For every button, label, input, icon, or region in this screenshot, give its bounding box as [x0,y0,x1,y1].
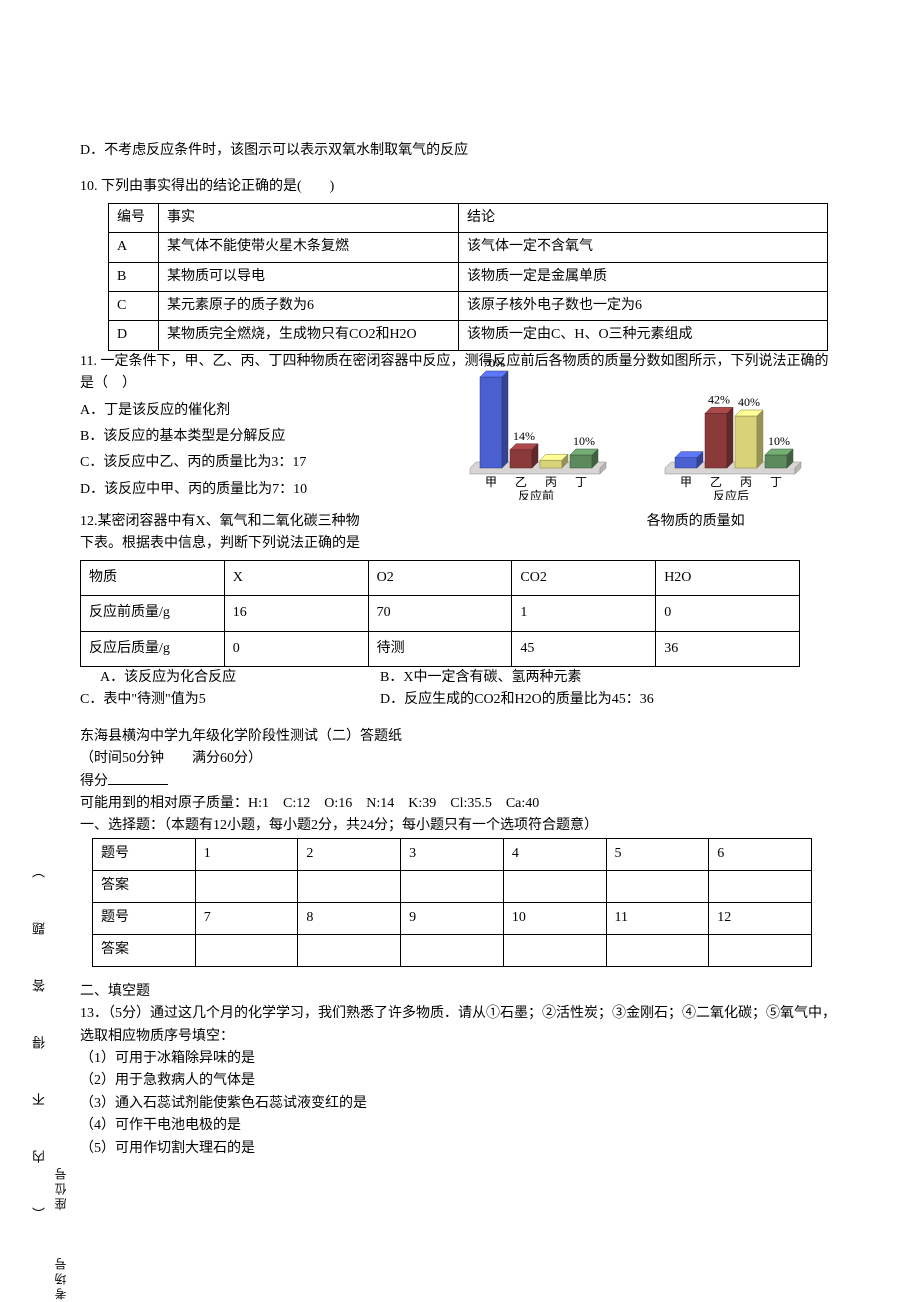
sheet-title: 东海县横沟中学九年级化学阶段性测试（二）答题纸 [80,726,840,748]
gutter-inner: （ 内 不 得 答 题 ） [30,780,51,1300]
svg-text:42%: 42% [708,392,730,406]
svg-text:乙: 乙 [710,475,722,489]
sheet-mass: 可能用到的相对原子质量：H:1 C:12 O:16 N:14 K:39 Cl:3… [80,793,840,815]
section2-title: 二、填空题 [80,981,840,1003]
q12-stem2: 下表。根据表中信息，判断下列说法正确的是 [80,533,840,555]
svg-text:丁: 丁 [770,475,782,489]
ans-cell[interactable] [195,870,298,902]
section1-title: 一、选择题：（本题有12小题，每小题2分，共24分；每小题只有一个选项符合题意） [80,815,840,837]
q12-stem-a: 12.某密闭容器中有X、氧气和二氧化碳三种物 [80,514,360,529]
q11-chart: 70%甲14%乙丙10%丁反应前甲42%乙40%丙10%丁反应后 [460,350,840,508]
q12-opt-a: A．该反应为化合反应 [80,667,380,689]
q13-2: （2）用于急救病人的气体是 [80,1070,840,1092]
svg-text:丁: 丁 [575,475,587,489]
svg-text:40%: 40% [738,395,760,409]
svg-text:14%: 14% [513,428,535,442]
q13-stem: 13．（5分）通过这几个月的化学学习，我们熟悉了许多物质．请从①石墨；②活性炭；… [80,1003,840,1048]
ans-arow: 答案 [93,870,196,902]
svg-text:反应后: 反应后 [713,488,749,500]
ans-hrow: 题号 [93,838,196,870]
q12-opt-c: C．表中"待测"值为5 [80,689,380,711]
q10-h0: 编号 [109,203,159,232]
gutter-outer: 考场号 座位号 [52,780,71,1300]
q13-5: （5）可用作切割大理石的是 [80,1138,840,1160]
svg-text:甲: 甲 [485,475,497,489]
q12-opt-d: D．反应生成的CO2和H2O的质量比为45：36 [380,689,654,711]
q12-opt-b: B．X中一定含有碳、氢两种元素 [380,667,581,689]
sheet-score: 得分 [80,774,108,789]
answer-table: 题号 1 2 3 4 5 6 答案 题号 7 8 9 10 11 12 答案 [92,838,812,967]
q10-h2: 结论 [459,203,828,232]
q13-4: （4）可作干电池电极的是 [80,1115,840,1137]
svg-text:丙: 丙 [740,475,752,489]
q12-table: 物质 X O2 CO2 H2O 反应前质量/g 16 70 1 0 反应后质量/… [80,560,800,667]
q13-1: （1）可用于冰箱除异味的是 [80,1048,840,1070]
q9-option-d: D．不考虑反应条件时，该图示可以表示双氧水制取氧气的反应 [80,140,840,162]
q10-h1: 事实 [159,203,459,232]
svg-text:10%: 10% [768,434,790,448]
score-blank[interactable] [108,771,168,785]
svg-text:反应前: 反应前 [518,488,554,500]
q12-stem-b: 各物质的质量如 [647,514,745,529]
q10-stem: 10. 下列由事实得出的结论正确的是( ) [80,176,840,198]
svg-text:10%: 10% [573,434,595,448]
svg-text:丙: 丙 [545,475,557,489]
q10-table: 编号 事实 结论 A某气体不能使带火星木条复燃该气体一定不含氧气 B某物质可以导… [108,203,828,351]
svg-text:甲: 甲 [680,475,692,489]
svg-text:乙: 乙 [515,475,527,489]
q13-3: （3）通入石蕊试剂能使紫色石蕊试液变红的是 [80,1093,840,1115]
sheet-time: （时间50分钟 满分60分） [80,748,840,770]
